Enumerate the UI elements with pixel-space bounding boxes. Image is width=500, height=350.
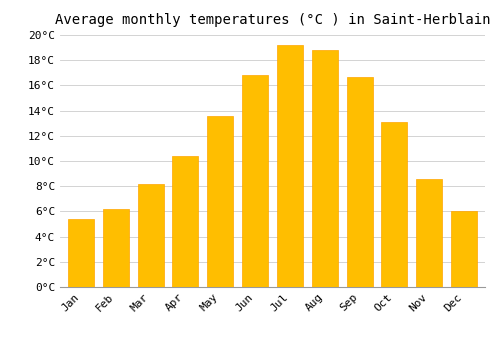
- Title: Average monthly temperatures (°C ) in Saint-Herblain: Average monthly temperatures (°C ) in Sa…: [55, 13, 490, 27]
- Bar: [138, 184, 164, 287]
- Bar: [346, 77, 372, 287]
- Bar: [68, 219, 94, 287]
- Bar: [312, 50, 338, 287]
- Bar: [207, 116, 234, 287]
- Bar: [451, 211, 477, 287]
- Bar: [172, 156, 199, 287]
- Bar: [102, 209, 129, 287]
- Bar: [242, 75, 268, 287]
- Bar: [382, 122, 407, 287]
- Bar: [416, 178, 442, 287]
- Bar: [277, 45, 303, 287]
